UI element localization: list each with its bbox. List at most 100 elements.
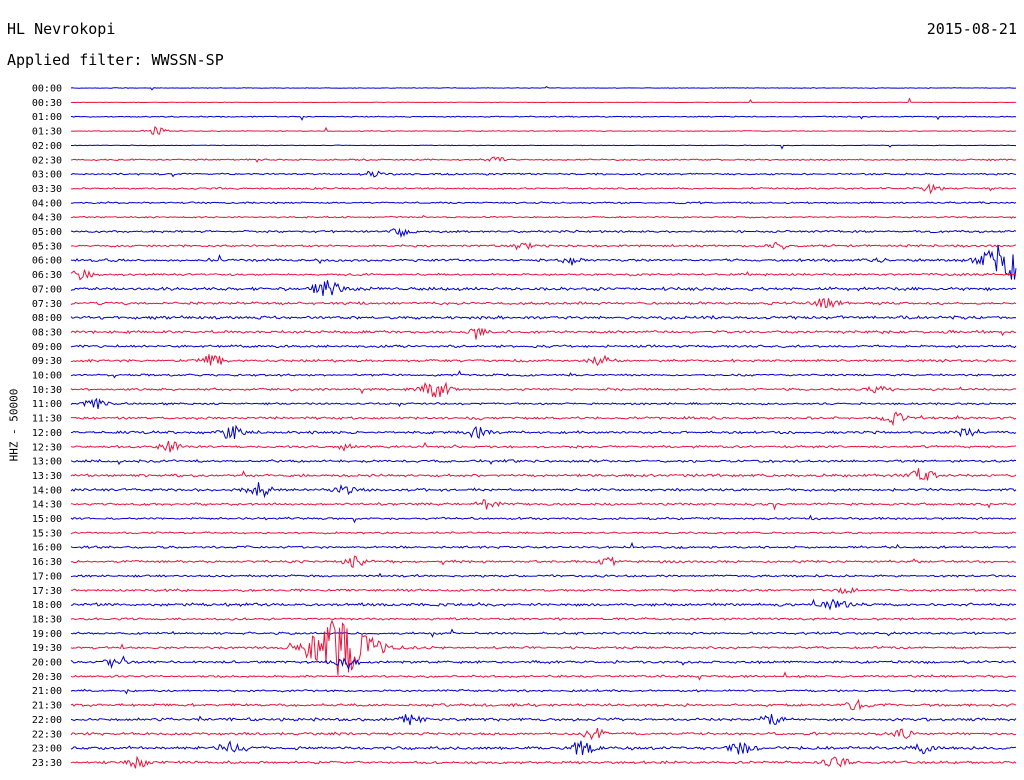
trace-row [70,370,1017,379]
trace-row [70,297,1017,309]
time-tick-label: 21:30 [32,701,62,712]
trace-row [70,97,1017,104]
time-tick-label: 09:00 [32,342,62,353]
trace-row [70,183,1017,195]
trace-row [70,555,1017,569]
trace-row [70,156,1017,163]
time-tick-label: 16:00 [32,543,62,554]
trace-row [70,598,1017,611]
filter-label: Applied filter: WWSSN-SP [7,51,224,69]
time-tick-label: 02:30 [32,155,62,166]
trace-row [70,280,1017,296]
time-tick-label: 23:00 [32,744,62,755]
trace-row [70,344,1017,349]
time-tick-label: 05:30 [32,241,62,252]
time-tick-label: 13:30 [32,471,62,482]
trace-row [70,411,1017,427]
trace-row [70,201,1017,205]
time-tick-label: 09:30 [32,356,62,367]
trace-row [70,440,1017,453]
trace-row [70,458,1017,466]
trace-row [70,354,1017,367]
time-tick-label: 17:00 [32,571,62,582]
time-tick-label: 21:00 [32,686,62,697]
trace-row [70,125,1017,135]
time-tick-label: 03:00 [32,170,62,181]
trace-row [70,740,1017,756]
time-tick-label: 01:30 [32,127,62,138]
time-tick-label: 07:00 [32,284,62,295]
time-tick-label: 18:30 [32,614,62,625]
time-tick-label: 19:30 [32,643,62,654]
time-tick-labels: 00:00 00:30 01:00 01:30 02:00 02:30 03:00 03:30… [32,84,62,769]
time-tick-label: 13:00 [32,457,62,468]
trace-row [70,314,1017,320]
trace-row [70,227,1017,239]
trace-row [70,617,1017,621]
trace-row [70,482,1017,499]
trace-row [70,215,1017,219]
time-tick-label: 14:30 [32,500,62,511]
trace-row [70,628,1017,638]
time-tick-label: 22:30 [32,729,62,740]
trace-row [70,531,1017,535]
time-tick-label: 11:30 [32,414,62,425]
date-label: 2015-08-21 [926,20,1017,38]
time-tick-label: 18:00 [32,600,62,611]
time-tick-label: 04:30 [32,213,62,224]
trace-row [70,327,1017,340]
time-tick-label: 16:30 [32,557,62,568]
trace-row [70,541,1017,550]
trace-row [70,244,1017,280]
trace-row [70,688,1017,695]
trace-row [70,269,1017,281]
trace-row [70,397,1017,410]
trace-row [70,619,1017,676]
trace-row [70,713,1017,726]
time-tick-label: 10:30 [32,385,62,396]
trace-row [70,85,1017,91]
time-tick-label: 06:30 [32,270,62,281]
trace-row [70,655,1017,671]
trace-row [70,115,1017,121]
time-tick-label: 01:00 [32,112,62,123]
time-tick-label: 04:00 [32,198,62,209]
time-tick-label: 02:00 [32,141,62,152]
time-tick-label: 11:00 [32,399,62,410]
time-tick-label: 07:30 [32,299,62,310]
trace-row [70,241,1017,251]
time-tick-label: 00:30 [32,98,62,109]
trace-row [70,514,1017,524]
trace-row [70,381,1017,398]
time-tick-label: 12:00 [32,428,62,439]
time-tick-label: 00:00 [32,84,62,95]
trace-row [70,671,1017,681]
trace-row [70,755,1017,769]
trace-row [70,572,1017,578]
time-tick-label: 20:30 [32,672,62,683]
time-tick-label: 12:30 [32,442,62,453]
trace-row [70,468,1017,481]
time-tick-label: 08:00 [32,313,62,324]
time-tick-label: 19:00 [32,629,62,640]
trace-row [70,498,1017,511]
seismic-traces [70,85,1017,769]
time-tick-label: 14:00 [32,485,62,496]
station-title: HL Nevrokopi [7,20,116,38]
time-tick-label: 15:00 [32,514,62,525]
time-tick-label: 06:00 [32,256,62,267]
time-tick-label: 08:30 [32,327,62,338]
trace-row [70,144,1017,150]
time-tick-label: 22:00 [32,715,62,726]
time-tick-label: 15:30 [32,528,62,539]
trace-row [70,170,1017,178]
trace-row [70,698,1017,711]
time-tick-label: 23:30 [32,758,62,769]
time-tick-label: 05:00 [32,227,62,238]
trace-row [70,727,1017,741]
trace-row [70,424,1017,440]
trace-row [70,586,1017,595]
time-tick-label: 10:00 [32,371,62,382]
time-tick-label: 03:30 [32,184,62,195]
